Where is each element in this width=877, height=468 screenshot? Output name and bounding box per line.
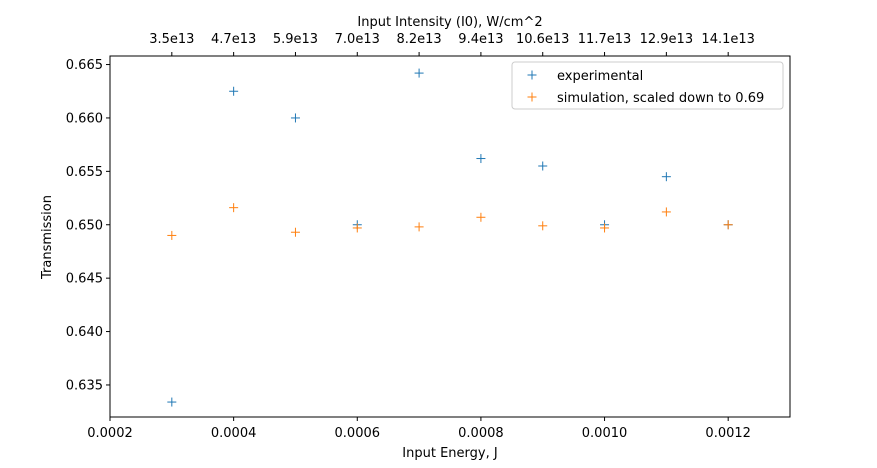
- x-tick-label: 0.0008: [458, 426, 504, 441]
- legend-marker-experimental: [527, 70, 537, 80]
- simulation-point: [723, 220, 733, 230]
- simulation-point: [538, 221, 548, 231]
- simulation-point: [600, 223, 610, 233]
- y-tick-label: 0.660: [66, 111, 103, 126]
- y-tick-label: 0.650: [66, 218, 103, 233]
- experimental-point: [290, 113, 300, 123]
- x-tick-label: 0.0012: [705, 426, 751, 441]
- simulation-point: [167, 230, 177, 240]
- legend-label-experimental: experimental: [557, 69, 643, 84]
- top-x-tick-label: 3.5e13: [149, 32, 194, 47]
- simulation-point: [661, 207, 671, 217]
- experimental-point: [661, 172, 671, 182]
- y-axis: 0.635 0.640 0.645 0.650 0.655 0.660 0.665: [66, 58, 110, 393]
- top-x-axis-label: Input Intensity (I0), W/cm^2: [357, 15, 542, 30]
- experimental-point: [538, 161, 548, 171]
- simulation-point: [229, 203, 239, 213]
- simulation-point: [414, 222, 424, 232]
- legend-plus-experimental: [527, 70, 537, 80]
- y-tick-label: 0.635: [66, 378, 103, 393]
- top-x-tick-label: 11.7e13: [578, 32, 632, 47]
- x-tick-label: 0.0010: [582, 426, 628, 441]
- experimental-point: [229, 86, 239, 96]
- legend: experimental simulation, scaled down to …: [511, 61, 784, 110]
- top-x-tick-label: 9.4e13: [458, 32, 503, 47]
- legend-marker-simulation: [527, 92, 537, 102]
- top-x-tick-label: 12.9e13: [640, 32, 694, 47]
- top-x-axis: 3.5e13 4.7e13 5.9e13 7.0e13 8.2e13 9.4e13 10.6…: [149, 32, 755, 56]
- legend-plus-simulation: [527, 92, 537, 102]
- y-tick-label: 0.655: [66, 165, 103, 180]
- top-x-tick-label: 4.7e13: [211, 32, 256, 47]
- y-tick-label: 0.640: [66, 325, 103, 340]
- simulation-point: [290, 227, 300, 237]
- top-x-tick-label: 10.6e13: [516, 32, 570, 47]
- y-tick-label: 0.665: [66, 58, 103, 73]
- top-x-tick-label: 5.9e13: [273, 32, 318, 47]
- top-x-tick-label: 7.0e13: [335, 32, 380, 47]
- x-tick-label: 0.0002: [87, 426, 133, 441]
- y-tick-label: 0.645: [66, 272, 103, 287]
- simulation-point: [352, 223, 362, 233]
- experimental-point: [167, 397, 177, 407]
- x-axis-label: Input Energy, J: [402, 446, 497, 461]
- y-axis-label: Transmission: [40, 195, 55, 280]
- simulation-point: [476, 212, 486, 222]
- experimental-point: [476, 154, 486, 164]
- plot-area: [109, 55, 791, 418]
- top-x-tick-label: 14.1e13: [701, 32, 755, 47]
- data-points: [167, 68, 733, 407]
- x-tick-label: 0.0006: [335, 426, 381, 441]
- bottom-x-axis: 0.0002 0.0004 0.0006 0.0008 0.0010 0.0012: [87, 417, 751, 441]
- experimental-point: [414, 68, 424, 78]
- x-tick-label: 0.0004: [211, 426, 257, 441]
- top-x-tick-label: 8.2e13: [396, 32, 441, 47]
- legend-box: [511, 61, 784, 110]
- legend-label-simulation: simulation, scaled down to 0.69: [557, 91, 764, 106]
